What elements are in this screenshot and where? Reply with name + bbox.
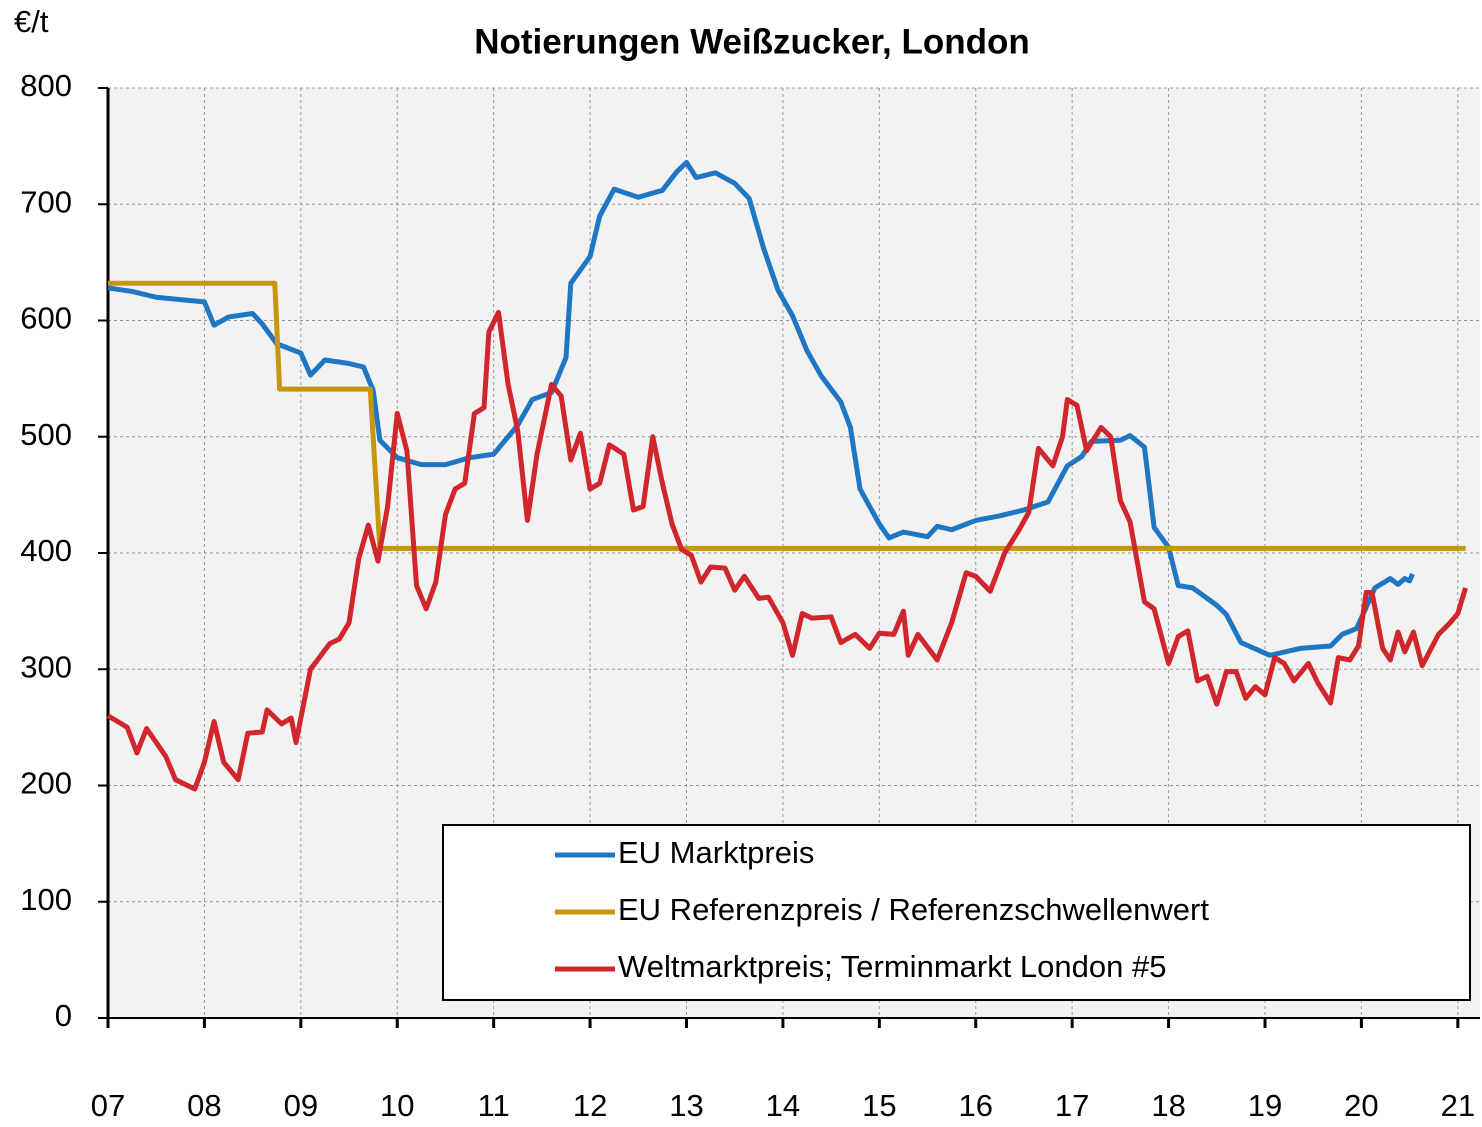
legend-label: EU Marktpreis [618, 835, 814, 870]
x-tick-label: 14 [766, 1088, 800, 1123]
x-tick-label: 12 [573, 1088, 607, 1123]
series-line [106, 309, 1468, 792]
x-tick-label: 15 [862, 1088, 896, 1123]
y-tick-label: 800 [20, 68, 72, 103]
legend-label: EU Referenzpreis / Referenzschwellenwert [618, 892, 1209, 927]
y-tick-label: 100 [20, 882, 72, 917]
x-tick-label: 13 [669, 1088, 703, 1123]
series-line [108, 280, 1466, 551]
x-tick-label: 11 [478, 1088, 510, 1123]
x-tick-label: 08 [187, 1088, 221, 1123]
y-axis-label: €/t [14, 4, 49, 39]
y-tick-label: 500 [20, 417, 72, 452]
x-tick-label: 19 [1248, 1088, 1282, 1123]
x-tick-label: 16 [959, 1088, 993, 1123]
y-tick-label: 0 [55, 998, 72, 1033]
y-tick-label: 700 [20, 184, 72, 219]
series-line [107, 159, 1415, 658]
chart-title: Notierungen Weißzucker, London [474, 22, 1030, 61]
legend-label: Weltmarktpreis; Terminmarkt London #5 [618, 949, 1166, 984]
y-tick-label: 400 [20, 533, 72, 568]
x-tick-label: 17 [1055, 1088, 1089, 1123]
y-tick-label: 600 [20, 301, 72, 336]
x-tick-label: 21 [1441, 1088, 1475, 1123]
y-tick-label: 200 [20, 766, 72, 801]
y-tick-label: 300 [20, 649, 72, 684]
x-tick-label: 18 [1151, 1088, 1185, 1123]
x-tick-label: 07 [91, 1088, 125, 1123]
x-tick-label: 09 [284, 1088, 318, 1123]
x-tick-label: 20 [1344, 1088, 1378, 1123]
x-tick-label: 10 [380, 1088, 414, 1123]
